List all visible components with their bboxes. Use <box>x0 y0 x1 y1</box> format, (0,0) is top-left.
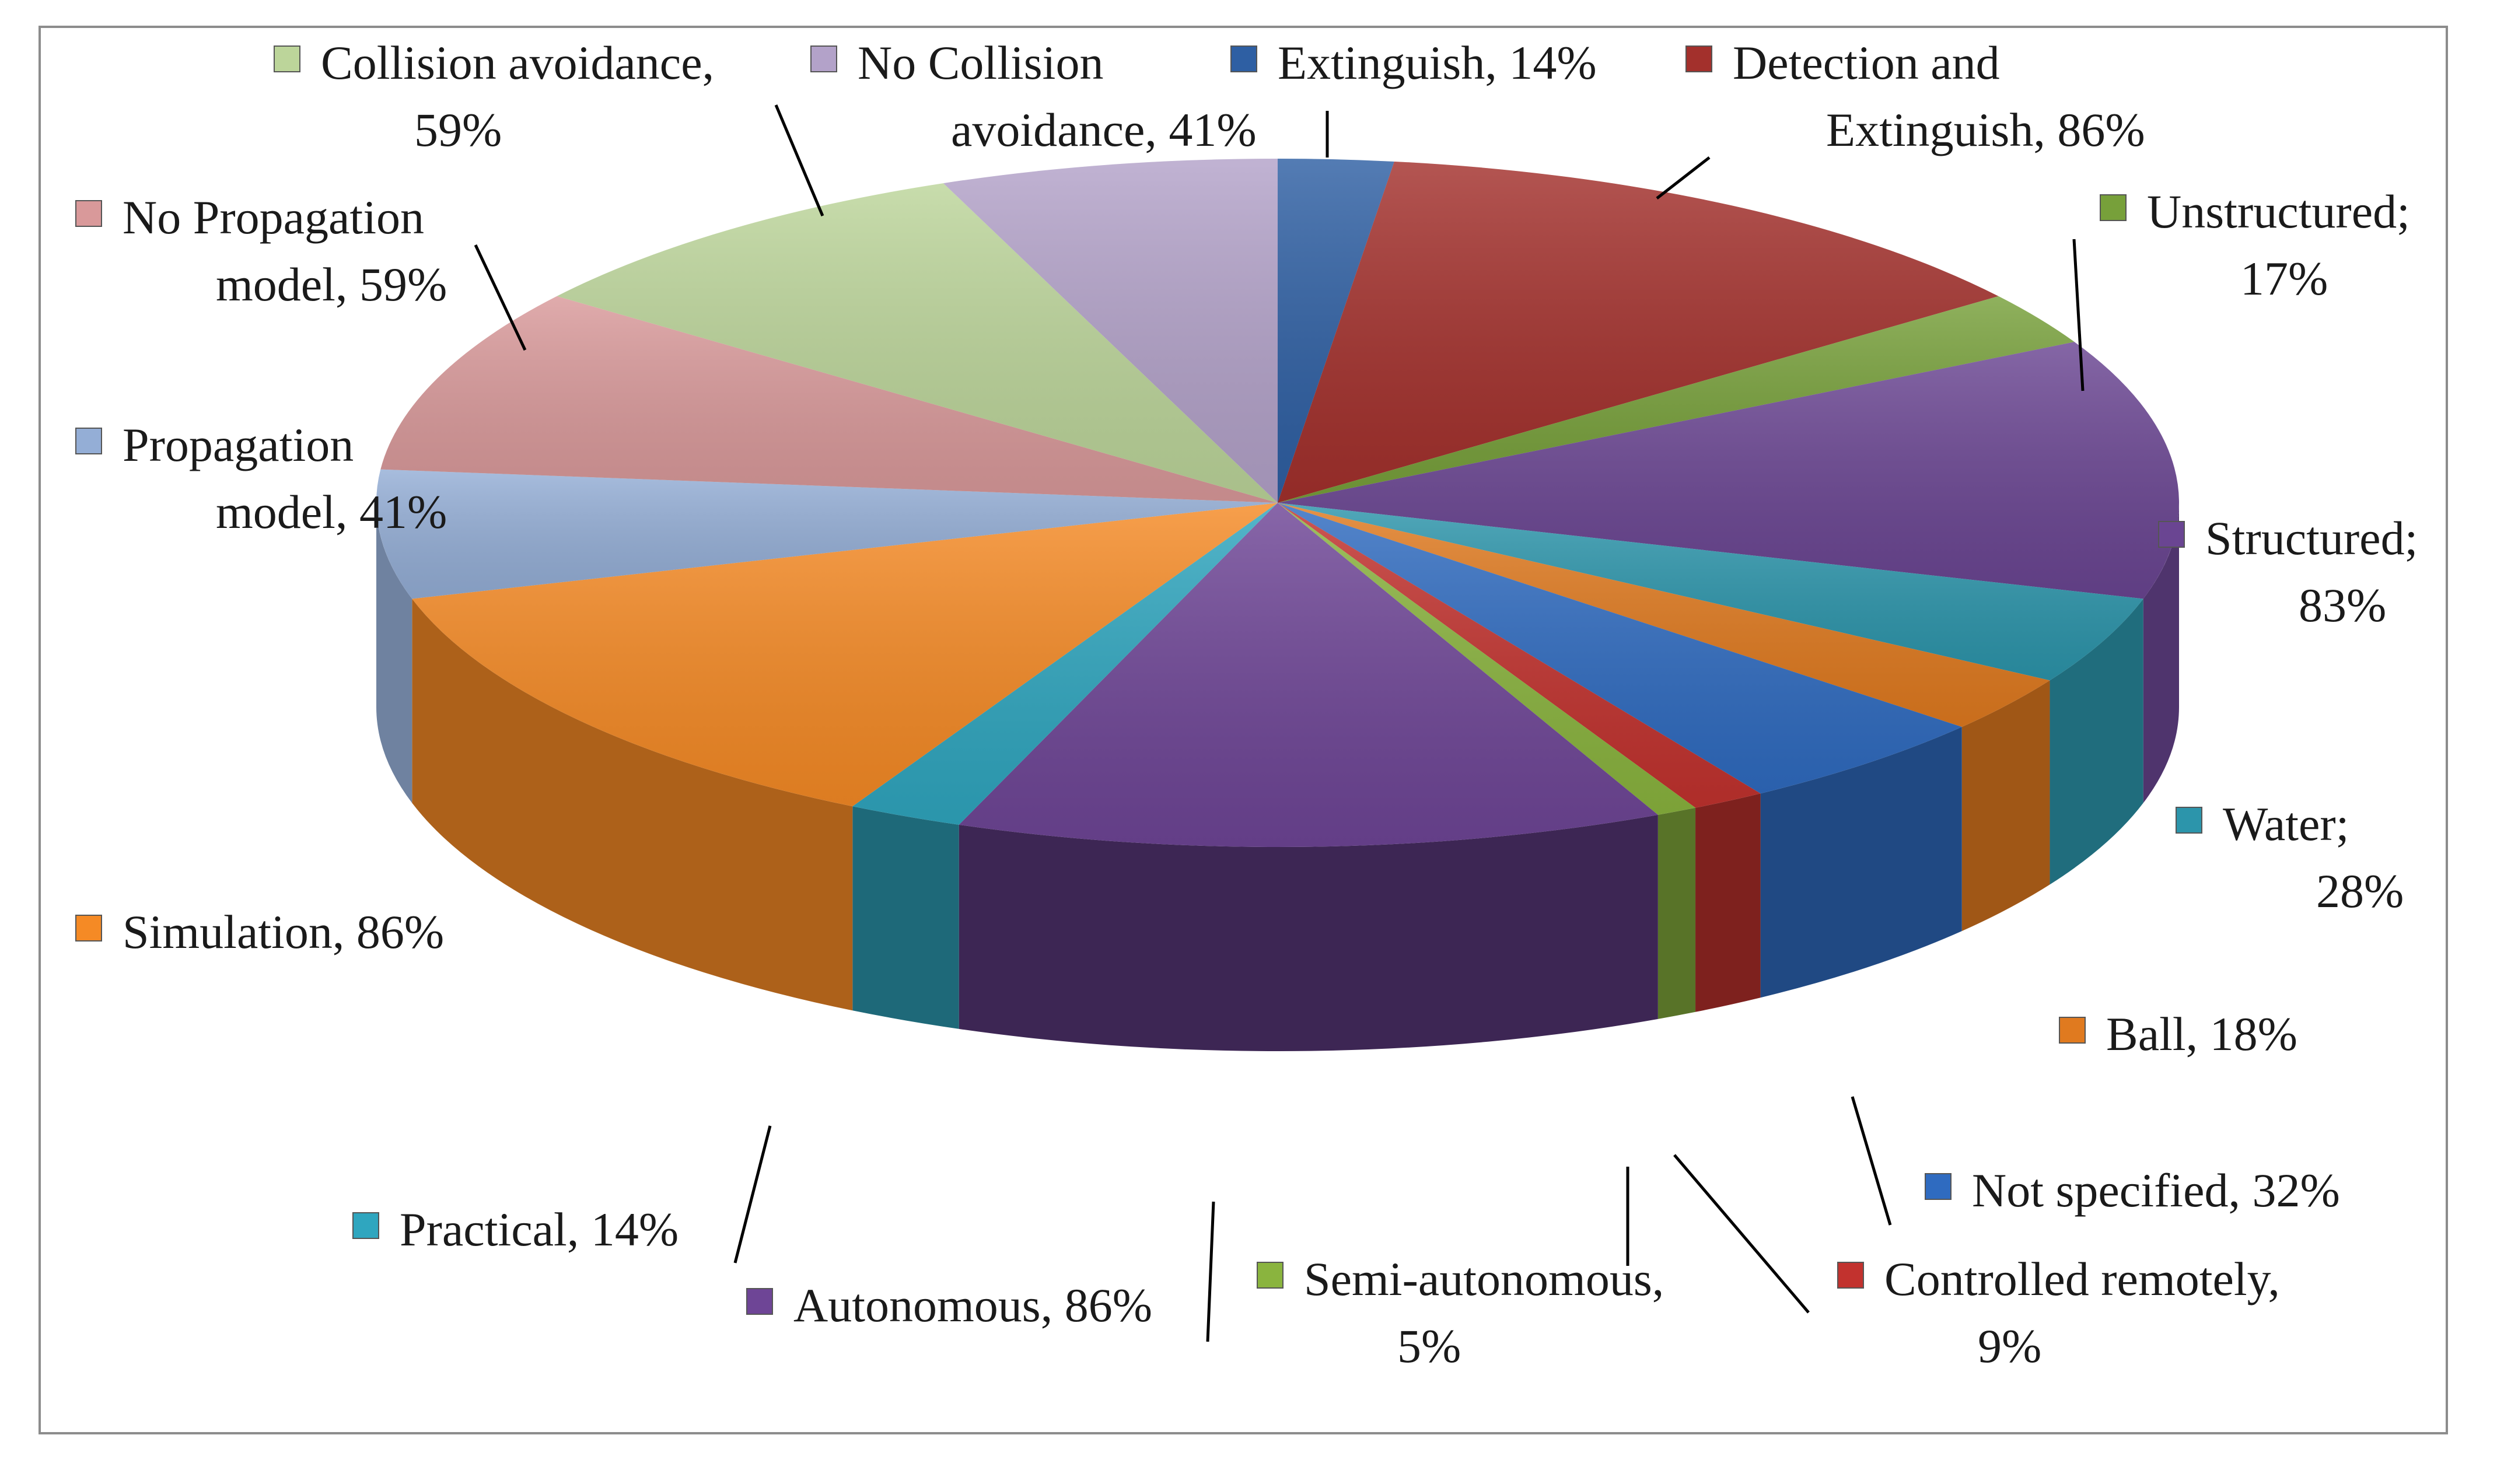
slice-label-8-line-0: Water; <box>2223 797 2349 850</box>
leader-line-4 <box>474 244 527 351</box>
slice-label-5-line-1: model, 59% <box>216 258 447 311</box>
slice-label-2-line-0: Extinguish, 14% <box>1278 36 1597 89</box>
slice-sheen-6 <box>1278 503 1962 794</box>
leader-line-2 <box>1656 156 1711 200</box>
slice-side-7 <box>1695 793 1761 1012</box>
legend-entry-5: No Propagation model, 59% <box>75 191 447 311</box>
pie-sides <box>376 503 2179 1051</box>
legend-swatch-6 <box>75 428 102 454</box>
legend-entry-7: Structured; 83% <box>2158 512 2418 632</box>
slice-sheen-3 <box>1278 342 2179 599</box>
legend-swatch-7 <box>2158 521 2185 548</box>
leader-line-8 <box>1851 1096 1892 1226</box>
leader-line-7 <box>1673 1154 1810 1314</box>
slice-side-5 <box>1961 680 2050 932</box>
slice-label-13-line-0: Controlled remotely, <box>1884 1252 2280 1306</box>
leader-lines <box>474 104 2085 1342</box>
slice-label-3-line-1: Extinguish, 86% <box>1826 103 2145 156</box>
legend-swatch-3 <box>1685 46 1712 72</box>
slice-label-13-line-1: 9% <box>1978 1320 2041 1373</box>
legend-entry-14: Semi-autonomous, 5% <box>1257 1252 1664 1373</box>
slice-label-7-line-1: 83% <box>2299 579 2386 632</box>
slice-side-11 <box>412 598 853 1011</box>
slice-side-9 <box>959 814 1658 1051</box>
slice-label-1-line-0: No Collision <box>858 36 1103 89</box>
slice-sheen-7 <box>1278 503 1761 808</box>
legend-entry-12: Practical, 14% <box>352 1203 679 1256</box>
slice-sheen-12 <box>376 469 1278 599</box>
slice-label-14-line-0: Semi-autonomous, <box>1304 1252 1664 1306</box>
legend-swatch-12 <box>352 1212 379 1239</box>
slice-sheen-1 <box>1278 161 1999 503</box>
slice-sheen-13 <box>380 296 1278 503</box>
slice-label-15-line-0: Autonomous, 86% <box>793 1279 1152 1332</box>
slice-side-3 <box>2143 503 2179 803</box>
legend-swatch-2 <box>1230 46 1257 72</box>
leader-line-5 <box>733 1125 772 1264</box>
slice-labels: Collision avoidance, 59% No Collision avoid… <box>75 36 2418 1373</box>
leader-line-0 <box>774 104 824 216</box>
legend-entry-11: Not specified, 32% <box>1925 1164 2340 1217</box>
legend-entry-13: Controlled remotely, 9% <box>1837 1252 2280 1373</box>
slice-label-0-line-1: 59% <box>414 103 502 156</box>
legend-entry-3: Detection and Extinguish, 86% <box>1685 36 2145 156</box>
legend-entry-2: Extinguish, 14% <box>1230 36 1597 89</box>
slice-sheen-5 <box>1278 503 2050 727</box>
slice-sheen-14 <box>557 183 1278 503</box>
slice-label-6-line-0: Propagation <box>123 418 354 471</box>
slice-label-7-line-0: Structured; <box>2205 512 2418 565</box>
legend-entry-8: Water; 28% <box>2176 797 2404 918</box>
legend-swatch-8 <box>2176 807 2202 834</box>
legend-entry-4: Unstructured; 17% <box>2100 185 2410 305</box>
slice-label-14-line-1: 5% <box>1397 1320 1461 1373</box>
legend-swatch-4 <box>2100 194 2127 221</box>
slice-sheen-15 <box>943 159 1278 503</box>
slice-sheen-9 <box>959 503 1658 847</box>
legend-entry-15: Autonomous, 86% <box>746 1279 1152 1332</box>
legend-swatch-1 <box>810 46 837 72</box>
slice-sheen-0 <box>1278 159 1394 503</box>
legend-swatch-10 <box>2059 1017 2086 1044</box>
legend-swatch-11 <box>1925 1173 1952 1200</box>
slice-sheen-10 <box>852 503 1278 825</box>
slice-label-0-line-0: Collision avoidance, <box>321 36 714 89</box>
slice-label-4-line-1: 17% <box>2240 252 2328 305</box>
slice-side-10 <box>852 806 959 1029</box>
slice-sheen-4 <box>1278 503 2143 681</box>
leader-line-3 <box>2072 239 2085 391</box>
slice-side-6 <box>1760 727 1962 998</box>
legend-entry-6: Propagation model, 41% <box>75 418 447 538</box>
slice-label-3-line-0: Detection and <box>1733 36 2000 89</box>
legend-entry-10: Ball, 18% <box>2059 1007 2297 1060</box>
slice-label-4-line-0: Unstructured; <box>2147 185 2410 238</box>
slice-label-6-line-1: model, 41% <box>216 485 447 538</box>
slice-label-10-line-0: Ball, 18% <box>2106 1007 2297 1060</box>
leader-line-9 <box>1206 1201 1215 1342</box>
legend-swatch-0 <box>274 46 300 72</box>
slice-side-4 <box>2050 598 2143 885</box>
legend-entry-9: Simulation, 86% <box>75 905 444 958</box>
slice-sheen-8 <box>1278 503 1696 815</box>
slice-label-12-line-0: Practical, 14% <box>400 1203 679 1256</box>
pie-tops <box>376 159 2179 847</box>
legend-entry-0: Collision avoidance, 59% <box>274 36 714 156</box>
slice-side-12 <box>376 503 412 803</box>
legend-swatch-15 <box>746 1288 773 1315</box>
slice-label-8-line-1: 28% <box>2316 864 2404 918</box>
legend-entry-1: No Collision avoidance, 41% <box>810 36 1257 156</box>
slice-sheen-2 <box>1278 296 2075 503</box>
legend-swatch-5 <box>75 200 102 227</box>
slice-side-8 <box>1657 807 1696 1019</box>
slice-label-9-line-0: Simulation, 86% <box>123 905 444 958</box>
legend-swatch-9 <box>75 915 102 942</box>
slice-sheen-11 <box>412 503 1278 807</box>
legend-swatch-13 <box>1837 1262 1864 1289</box>
slice-label-5-line-0: No Propagation <box>123 191 424 244</box>
slice-label-11-line-0: Not specified, 32% <box>1972 1164 2340 1217</box>
legend-swatch-14 <box>1257 1262 1284 1289</box>
slice-label-1-line-1: avoidance, 41% <box>951 103 1257 156</box>
